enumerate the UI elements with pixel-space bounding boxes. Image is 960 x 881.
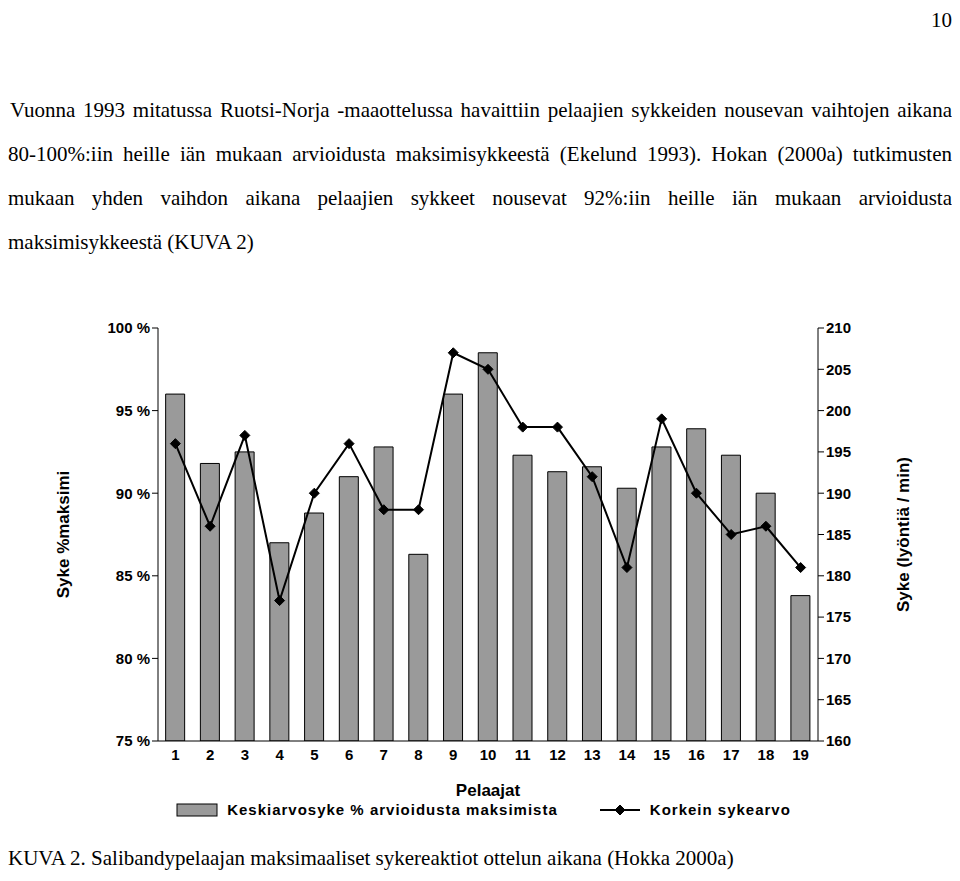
svg-text:170: 170: [826, 650, 851, 667]
svg-text:15: 15: [653, 746, 670, 763]
svg-text:4: 4: [275, 746, 284, 763]
svg-text:95 %: 95 %: [116, 402, 150, 419]
html-text:Keskiarvosyke % arvioidusta ma: Keskiarvosyke % arvioidusta maksimista: [227, 801, 558, 818]
svg-text:18: 18: [758, 746, 775, 763]
svg-text:9: 9: [449, 746, 457, 763]
svg-text:7: 7: [380, 746, 388, 763]
svg-text:165: 165: [826, 691, 851, 708]
svg-text:19: 19: [792, 746, 809, 763]
html-text:Korkein sykearvo: Korkein sykearvo: [649, 801, 791, 818]
svg-text:80 %: 80 %: [116, 650, 150, 667]
svg-text:175: 175: [826, 608, 851, 625]
svg-text:17: 17: [723, 746, 740, 763]
svg-text:2: 2: [206, 746, 214, 763]
svg-text:14: 14: [619, 746, 636, 763]
svg-text:200: 200: [826, 402, 851, 419]
svg-text:180: 180: [826, 567, 851, 584]
svg-text:16: 16: [688, 746, 705, 763]
svg-text:190: 190: [826, 485, 851, 502]
svg-text:3: 3: [241, 746, 249, 763]
svg-text:5: 5: [310, 746, 318, 763]
svg-text:13: 13: [584, 746, 601, 763]
svg-text:1: 1: [171, 746, 179, 763]
svg-text:85 %: 85 %: [116, 567, 150, 584]
svg-text:6: 6: [345, 746, 353, 763]
svg-text:75 %: 75 %: [116, 732, 150, 749]
svg-text:8: 8: [414, 746, 422, 763]
html-text:KUVA 2. Salibandypelaajan maks: KUVA 2. Salibandypelaajan maksimaaliset …: [8, 846, 734, 870]
svg-text:90 %: 90 %: [116, 485, 150, 502]
svg-text:195: 195: [826, 443, 851, 460]
svg-text:Pelaajat: Pelaajat: [456, 781, 521, 800]
svg-text:100 %: 100 %: [107, 319, 150, 336]
svg-text:210: 210: [826, 319, 851, 336]
svg-text:205: 205: [826, 361, 851, 378]
svg-text:12: 12: [549, 746, 566, 763]
svg-text:160: 160: [826, 732, 851, 749]
svg-text:185: 185: [826, 526, 851, 543]
svg-text:10: 10: [480, 746, 497, 763]
svg-text:11: 11: [515, 746, 531, 763]
html-text:10: 10: [931, 8, 952, 32]
html-text:Vuonna 1993 mitatussa Ruotsi-N: Vuonna 1993 mitatussa Ruotsi-Norja -maao…: [8, 98, 952, 254]
svg-text:Syke (lyöntiä / min): Syke (lyöntiä / min): [894, 457, 913, 612]
svg-text:Syke %maksimi: Syke %maksimi: [54, 471, 73, 599]
